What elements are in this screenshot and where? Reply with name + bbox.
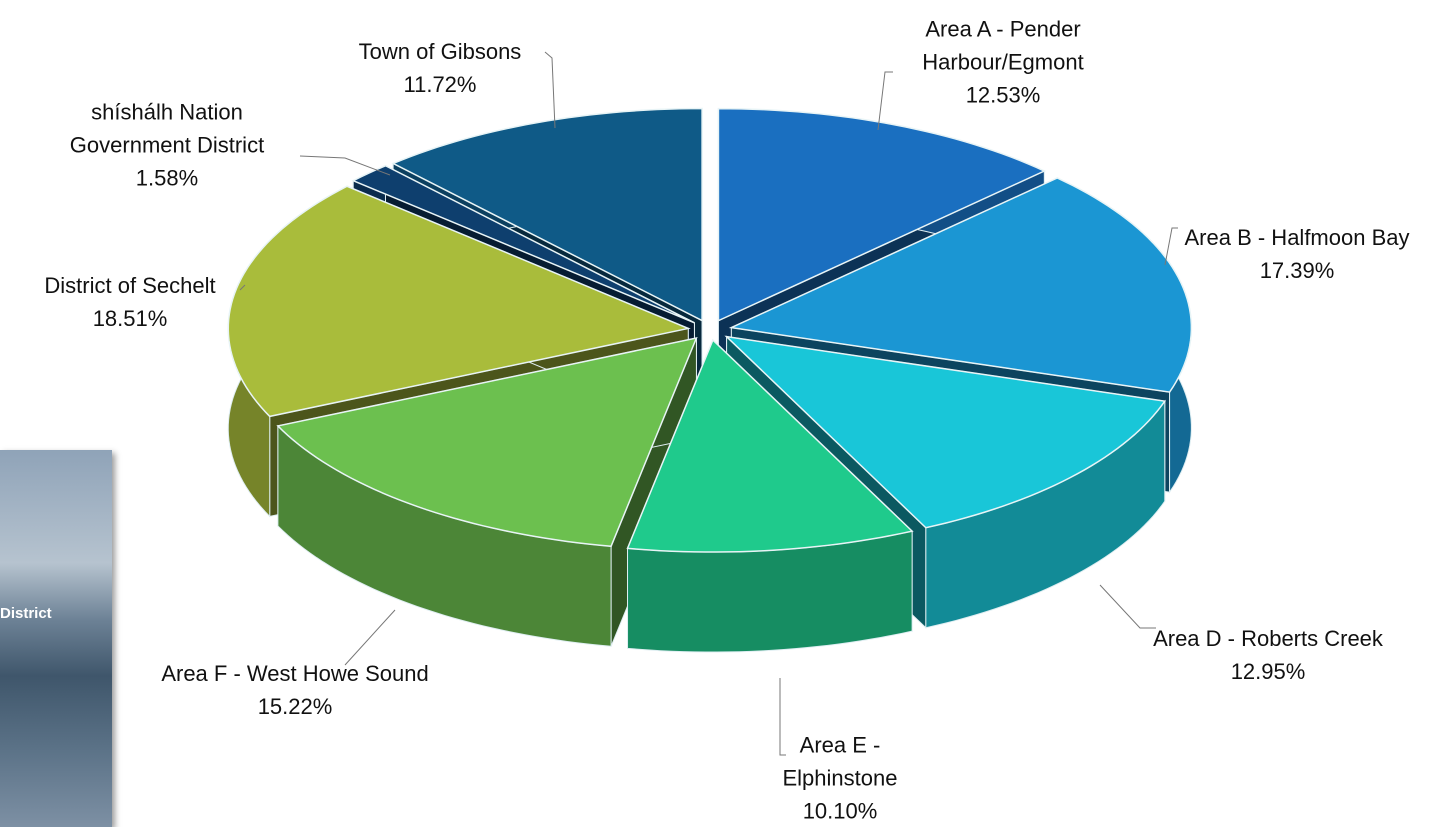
slice-label: Area D - Roberts Creek 12.95% — [1148, 622, 1388, 688]
category-label: shíshálh Nation Government District — [70, 100, 264, 158]
slice-label: Area E - Elphinstone 10.10% — [775, 729, 905, 827]
value-label: 10.10% — [775, 795, 905, 827]
category-label: Area B - Halfmoon Bay — [1185, 225, 1410, 250]
page: District Area A - Pender Harbour/Egmont1… — [0, 0, 1433, 827]
value-label: 12.53% — [903, 79, 1103, 112]
slice-label: District of Sechelt 18.51% — [0, 269, 260, 335]
category-label: Town of Gibsons — [359, 39, 522, 64]
slice-label: Area F - West Howe Sound 15.22% — [155, 657, 435, 723]
value-label: 15.22% — [155, 690, 435, 723]
value-label: 17.39% — [1172, 254, 1422, 287]
value-label: 1.58% — [37, 162, 297, 195]
leader-line — [878, 72, 893, 130]
category-label: District of Sechelt — [44, 273, 215, 298]
value-label: 18.51% — [0, 302, 260, 335]
category-label: Area F - West Howe Sound — [161, 661, 428, 686]
slice-label: Area A - Pender Harbour/Egmont 12.53% — [903, 13, 1103, 112]
value-label: 11.72% — [310, 68, 570, 101]
slice-label: Town of Gibsons 11.72% — [310, 35, 570, 101]
slice-label: shíshálh Nation Government District 1.58% — [37, 96, 297, 195]
value-label: 12.95% — [1148, 655, 1388, 688]
category-label: Area E - Elphinstone — [783, 733, 898, 791]
slice-label: Area B - Halfmoon Bay 17.39% — [1172, 221, 1422, 287]
category-label: Area A - Pender Harbour/Egmont — [922, 17, 1083, 75]
category-label: Area D - Roberts Creek — [1153, 626, 1383, 651]
